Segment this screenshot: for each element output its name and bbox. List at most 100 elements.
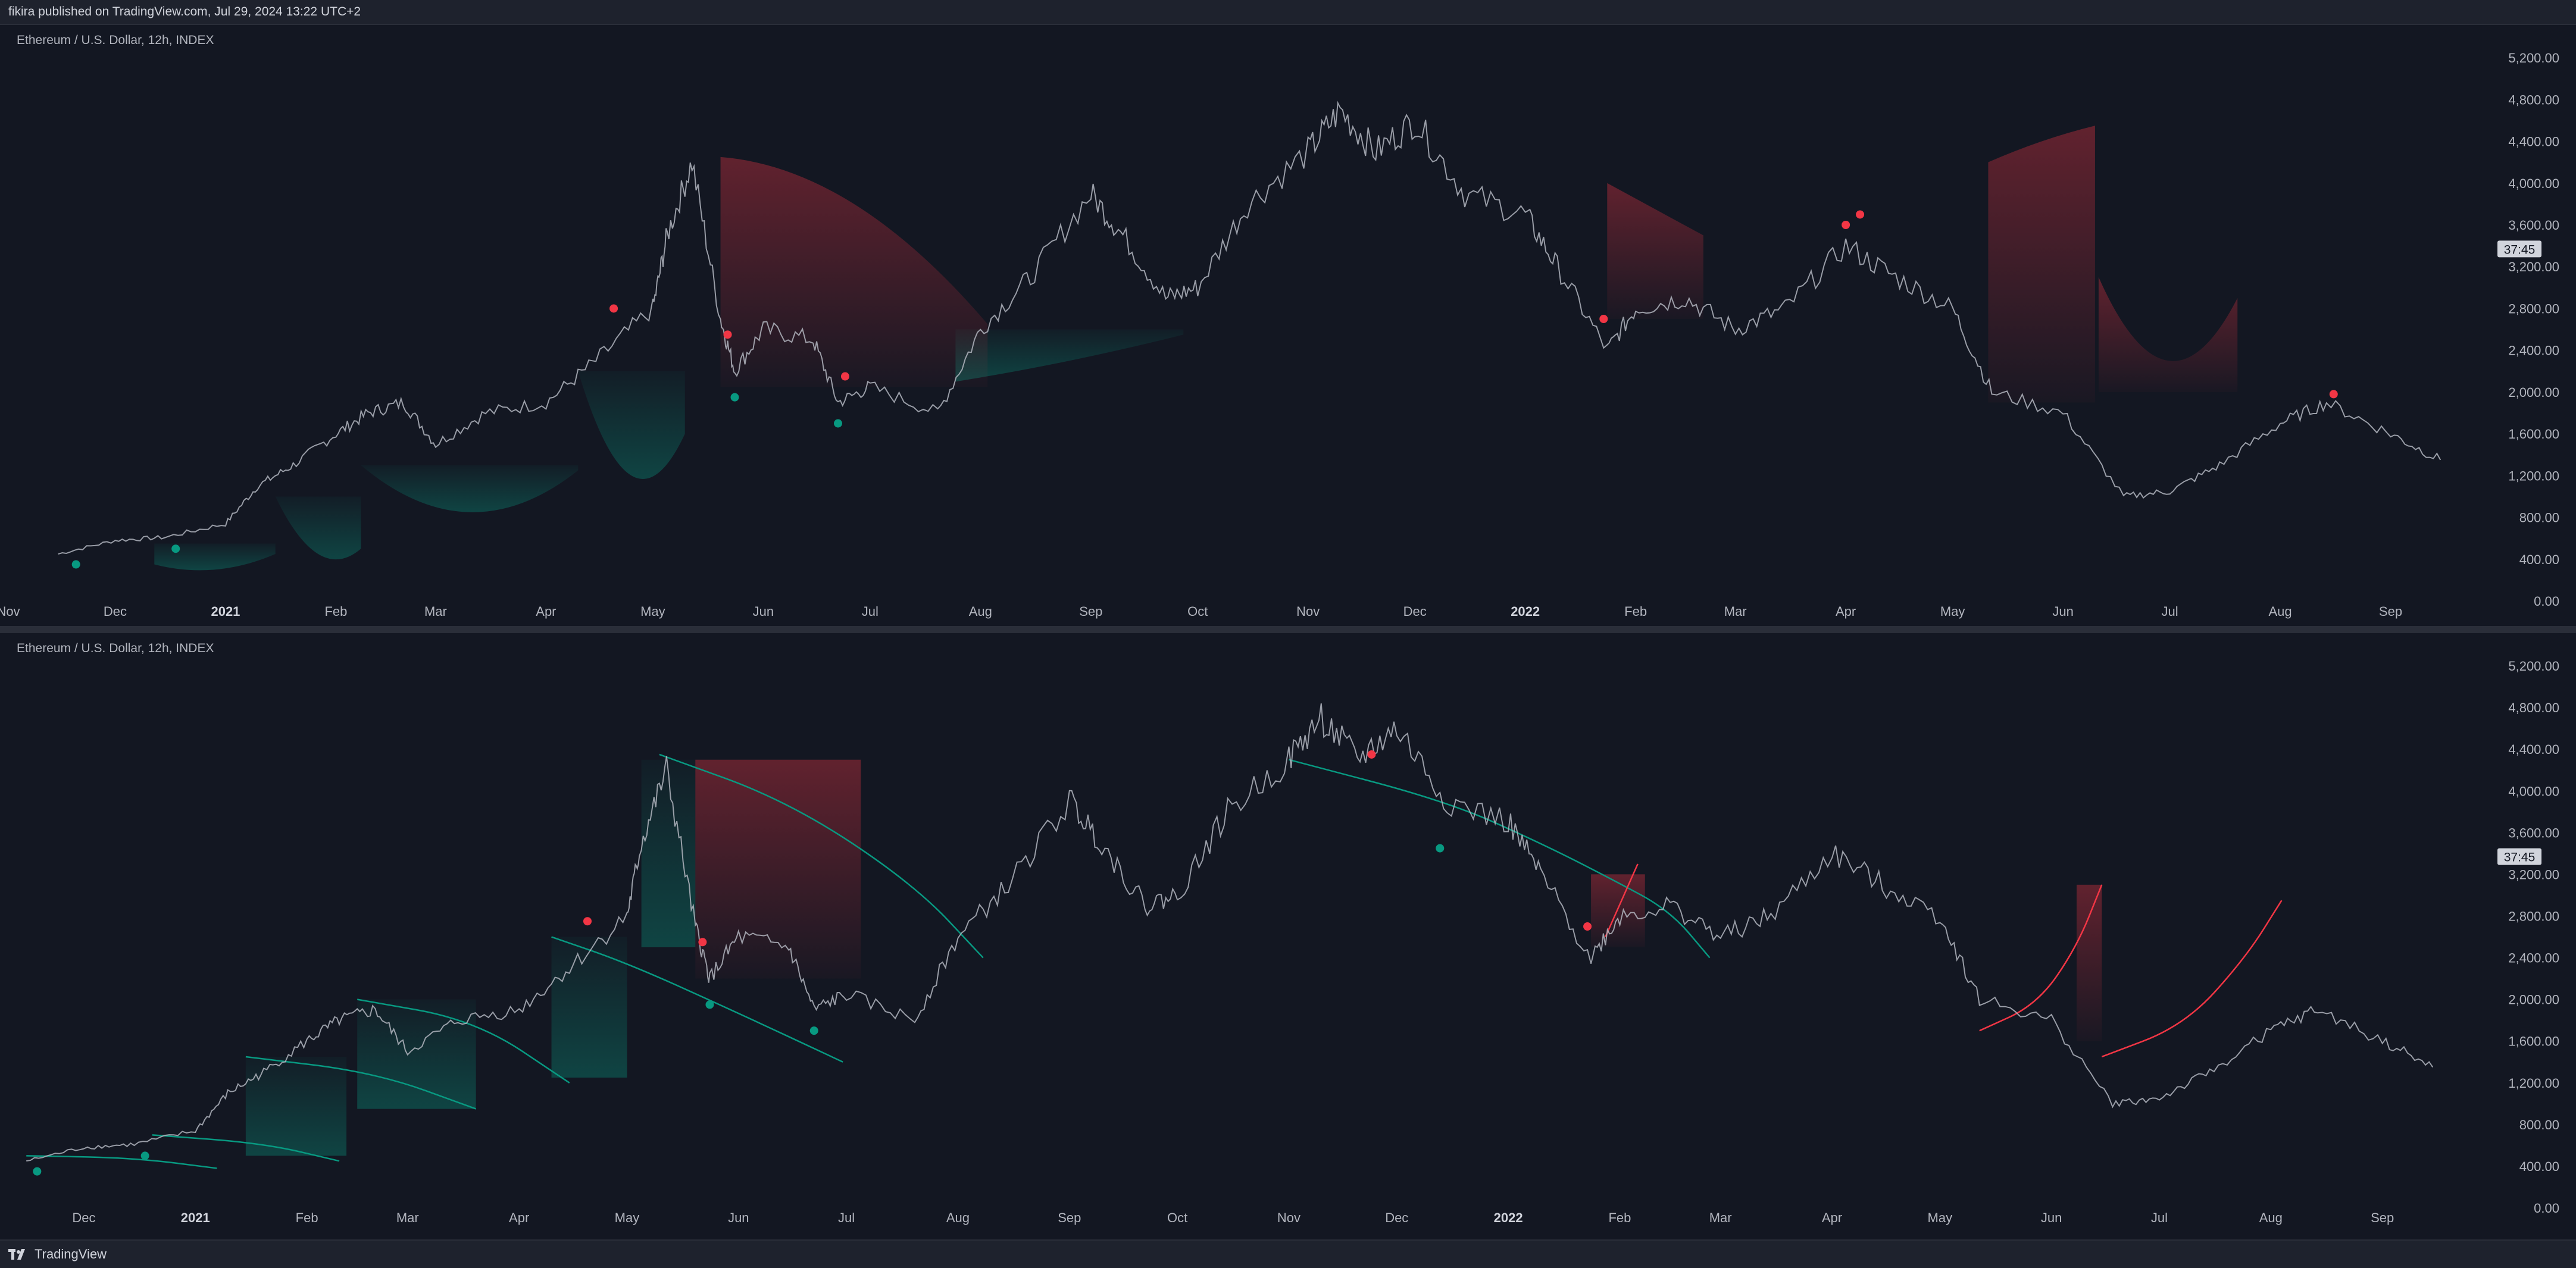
y-tick-label: 1,600.00: [2508, 1034, 2559, 1049]
bear-signal-dot: [840, 372, 849, 381]
bull-curve-line: [26, 1155, 217, 1169]
chart-pane-top[interactable]: Ethereum / U.S. Dollar, 12h, INDEX 5,200.…: [0, 0, 2576, 626]
x-tick-label: May: [1940, 604, 1965, 619]
y-tick-label: 2,400.00: [2508, 343, 2559, 358]
x-tick-label: Sep: [2379, 604, 2402, 619]
bull-signal-dot: [140, 1151, 149, 1160]
x-tick-label: Dec: [1403, 604, 1427, 619]
y-tick-label: 1,200.00: [2508, 468, 2559, 483]
x-tick-label: Feb: [296, 1210, 318, 1225]
y-tick-label: 2,400.00: [2508, 951, 2559, 966]
price-series-line[interactable]: [58, 101, 2441, 555]
tradingview-brand[interactable]: TradingView: [8, 1247, 107, 1262]
chart-title: Ethereum / U.S. Dollar, 12h, INDEX: [17, 33, 214, 47]
x-tick-label: Nov: [1277, 1210, 1300, 1225]
bull-signal-dot: [833, 419, 842, 428]
x-tick-label: Aug: [946, 1210, 970, 1225]
y-tick-label: 4,800.00: [2508, 92, 2559, 107]
x-axis[interactable]: Nov Dec 2021 Feb Mar Apr May Jun Jul Aug Sep Oct Nov…: [0, 604, 2402, 619]
x-tick-label: Dec: [104, 604, 127, 619]
y-axis[interactable]: 5,200.00 4,800.00 4,400.00 4,000.00 3,600.00…: [2508, 51, 2559, 609]
countdown-label-box: [2497, 848, 2541, 865]
x-tick-label: Oct: [1187, 604, 1208, 619]
tradingview-logo-icon: [8, 1249, 25, 1260]
x-tick-label: Apr: [1822, 1210, 1842, 1225]
y-tick-label: 1,200.00: [2508, 1076, 2559, 1091]
x-tick-label: Mar: [424, 604, 447, 619]
x-tick-label: May: [1928, 1210, 1953, 1225]
x-tick-label: Jun: [753, 604, 774, 619]
bear-curve-line: [1979, 884, 2103, 1032]
bear-curve-line: [2101, 900, 2283, 1058]
x-tick-label: Aug: [2259, 1210, 2283, 1225]
bear-signal-dot: [698, 938, 707, 947]
bull-curve-line: [1289, 759, 1711, 959]
y-tick-label: 2,000.00: [2508, 385, 2559, 400]
y-tick-label: 3,200.00: [2508, 259, 2559, 274]
bear-zone: [2076, 884, 2102, 1041]
x-axis[interactable]: Dec 2021 Feb Mar Apr May Jun Jul Aug Sep Oct Nov Dec…: [72, 1210, 2394, 1225]
x-tick-label: Sep: [1058, 1210, 1081, 1225]
bear-signal-dot: [609, 304, 618, 313]
x-tick-label: May: [615, 1210, 640, 1225]
x-tick-label: Aug: [2268, 604, 2291, 619]
x-tick-label: Mar: [396, 1210, 419, 1225]
y-tick-label: 4,000.00: [2508, 176, 2559, 191]
x-tick-label: Aug: [969, 604, 992, 619]
chart-pane-bottom[interactable]: Ethereum / U.S. Dollar, 12h, INDEX 5,200.…: [0, 0, 2576, 1239]
bull-zone: [641, 759, 696, 948]
bull-curve-line: [659, 753, 984, 959]
price-series-line[interactable]: [26, 703, 2434, 1161]
bear-signal-dot: [1583, 922, 1592, 931]
bear-zone: [1607, 183, 1703, 319]
published-text: fikira published on TradingView.com, Jul…: [8, 5, 361, 18]
x-tick-label: May: [640, 604, 665, 619]
bear-signal-dot: [1599, 315, 1608, 323]
bear-signal-dot: [1367, 750, 1376, 759]
bear-zone: [1591, 874, 1645, 948]
x-tick-label: Dec: [1385, 1210, 1408, 1225]
x-tick-label: Apr: [536, 604, 556, 619]
bear-signal-dot: [583, 917, 592, 926]
y-axis[interactable]: 5,200.00 4,800.00 4,400.00 4,000.00 3,600.00…: [2508, 659, 2559, 1216]
bull-zone: [154, 543, 276, 571]
y-tick-label: 2,800.00: [2508, 909, 2559, 923]
x-tick-label: Apr: [509, 1210, 529, 1225]
y-tick-label: 5,200.00: [2508, 659, 2559, 674]
bull-signal-dot: [1436, 844, 1445, 853]
x-tick-label: 2021: [211, 604, 240, 619]
x-tick-label: 2021: [181, 1210, 210, 1225]
header-bar: fikira published on TradingView.com, Jul…: [0, 0, 2576, 25]
countdown-label: 37:45: [2504, 851, 2536, 865]
y-tick-label: 3,600.00: [2508, 218, 2559, 233]
y-tick-label: 800.00: [2519, 511, 2559, 525]
bear-signal-dot: [1856, 210, 1865, 219]
x-tick-label: Dec: [72, 1210, 95, 1225]
y-tick-label: 4,400.00: [2508, 134, 2559, 149]
bear-zone: [720, 156, 988, 387]
x-tick-label: Oct: [1167, 1210, 1187, 1225]
bear-signal-dot: [2329, 390, 2338, 399]
y-tick-label: 4,400.00: [2508, 742, 2559, 757]
bear-zone: [2098, 277, 2238, 392]
y-tick-label: 800.00: [2519, 1117, 2559, 1132]
y-tick-label: 2,000.00: [2508, 993, 2559, 1007]
y-tick-label: 2,800.00: [2508, 301, 2559, 316]
bull-zone: [551, 937, 627, 1078]
brand-label: TradingView: [35, 1247, 107, 1261]
x-tick-label: Nov: [0, 604, 20, 619]
pane-divider[interactable]: [0, 626, 2576, 633]
footer-bar: TradingView: [0, 1239, 2576, 1268]
x-tick-label: Sep: [1079, 604, 1102, 619]
bear-signal-dot: [1842, 221, 1850, 229]
bull-curve-line: [245, 1056, 477, 1110]
x-tick-label: 2022: [1494, 1210, 1523, 1225]
x-tick-label: Nov: [1296, 604, 1320, 619]
x-tick-label: Apr: [1836, 604, 1856, 619]
bull-zone: [955, 329, 1184, 382]
x-tick-label: Jul: [2151, 1210, 2168, 1225]
bull-signal-dot: [171, 544, 180, 553]
y-tick-label: 5,200.00: [2508, 51, 2559, 65]
y-tick-label: 4,000.00: [2508, 784, 2559, 799]
y-tick-label: 3,200.00: [2508, 867, 2559, 882]
